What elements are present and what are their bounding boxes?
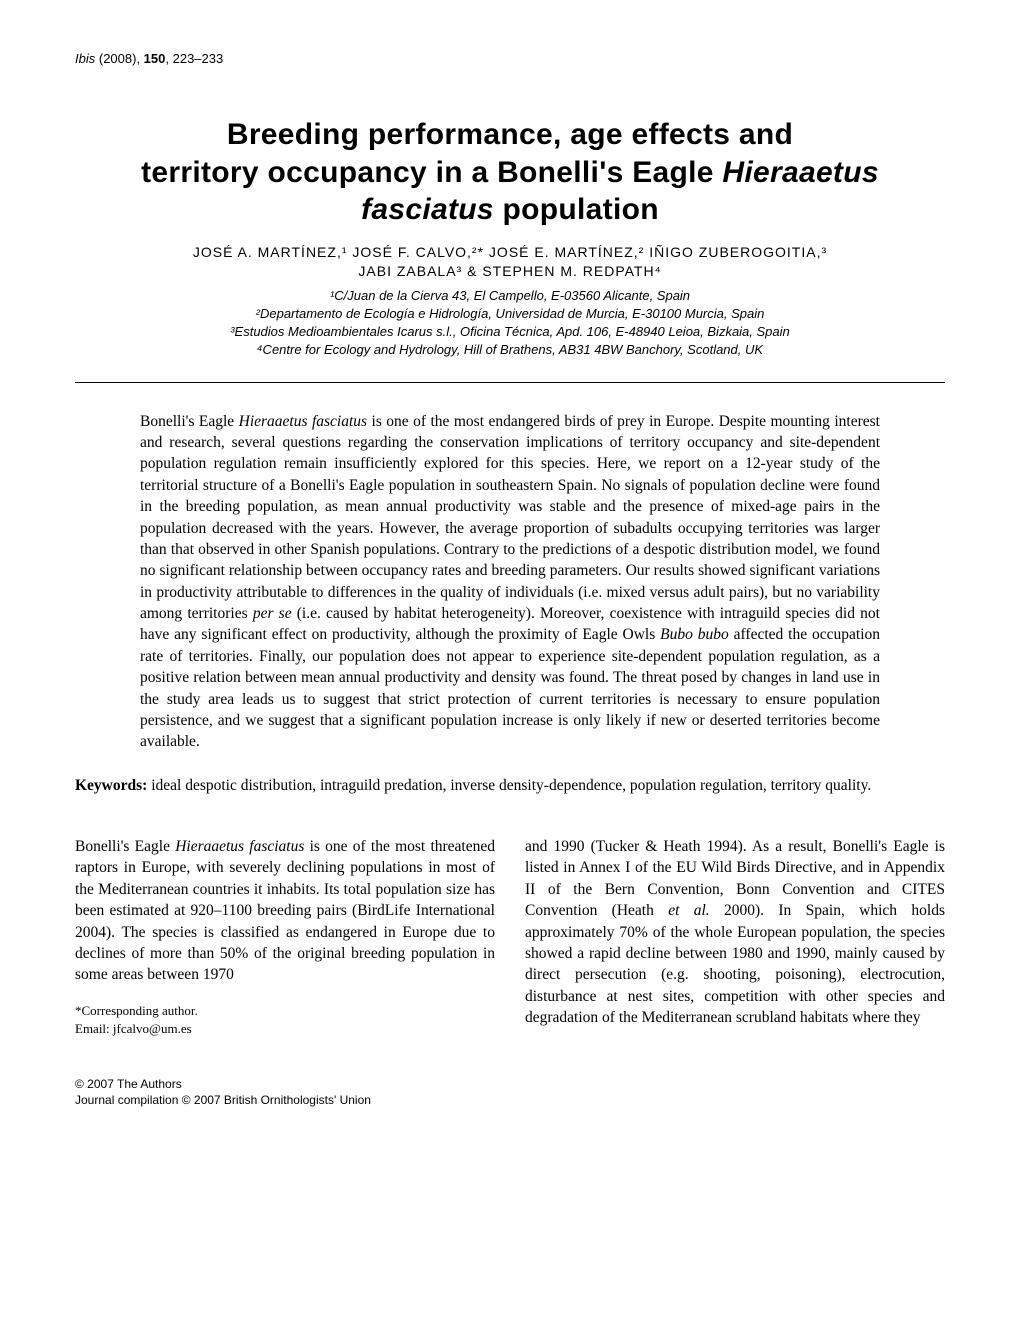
- authors: JOSÉ A. MARTÍNEZ,¹ JOSÉ F. CALVO,²* JOSÉ…: [75, 243, 945, 282]
- journal-year: (2008): [99, 51, 137, 66]
- corresponding-label: *Corresponding author.: [75, 1002, 495, 1020]
- keywords-text: ideal despotic distribution, intraguild …: [147, 777, 871, 794]
- footer-line2: Journal compilation © 2007 British Ornit…: [75, 1092, 945, 1109]
- affiliation-2: ²Departamento de Ecología e Hidrología, …: [75, 305, 945, 323]
- authors-line1: JOSÉ A. MARTÍNEZ,¹ JOSÉ F. CALVO,²* JOSÉ…: [75, 243, 945, 263]
- abstract: Bonelli's Eagle Hieraaetus fasciatus is …: [140, 411, 880, 753]
- journal-name: Ibis: [75, 51, 95, 66]
- column-right: and 1990 (Tucker & Heath 1994). As a res…: [525, 836, 945, 1038]
- section-divider: [75, 382, 945, 383]
- article-title: Breeding performance, age effects and te…: [75, 116, 945, 229]
- body-columns: Bonelli's Eagle Hieraaetus fasciatus is …: [75, 836, 945, 1038]
- body-paragraph: Bonelli's Eagle Hieraaetus fasciatus is …: [75, 836, 495, 986]
- authors-line2: JABI ZABALA³ & STEPHEN M. REDPATH⁴: [75, 262, 945, 282]
- keywords-label: Keywords:: [75, 777, 147, 794]
- column-left: Bonelli's Eagle Hieraaetus fasciatus is …: [75, 836, 495, 1038]
- journal-volume: 150: [144, 51, 166, 66]
- corresponding-email: Email: jfcalvo@um.es: [75, 1020, 495, 1038]
- affiliations: ¹C/Juan de la Cierva 43, El Campello, E-…: [75, 287, 945, 360]
- journal-pages: 223–233: [173, 51, 224, 66]
- body-paragraph: and 1990 (Tucker & Heath 1994). As a res…: [525, 836, 945, 1028]
- affiliation-3: ³Estudios Medioambientales Icarus s.l., …: [75, 323, 945, 341]
- affiliation-4: ⁴Centre for Ecology and Hydrology, Hill …: [75, 341, 945, 359]
- copyright-footer: © 2007 The Authors Journal compilation ©…: [75, 1076, 945, 1110]
- journal-header: Ibis (2008), 150, 223–233: [75, 50, 945, 68]
- keywords: Keywords: ideal despotic distribution, i…: [75, 775, 945, 796]
- affiliation-1: ¹C/Juan de la Cierva 43, El Campello, E-…: [75, 287, 945, 305]
- footer-line1: © 2007 The Authors: [75, 1076, 945, 1093]
- corresponding-author: *Corresponding author. Email: jfcalvo@um…: [75, 1002, 495, 1038]
